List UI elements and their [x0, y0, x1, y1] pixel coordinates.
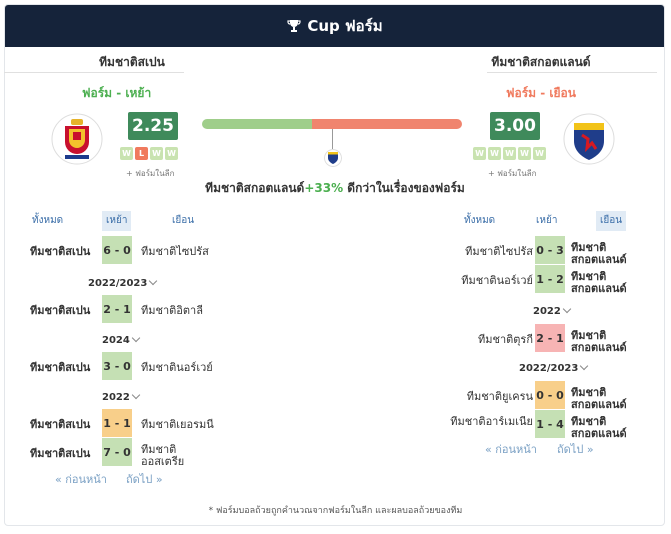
left-match-1-home: ทีมชาติสเปน — [30, 245, 91, 258]
right-match-4-score[interactable]: 0 - 0 — [535, 381, 565, 409]
right-form-label: ฟอร์ม - เยือน — [506, 86, 576, 100]
scotland-mini-crest-icon — [324, 149, 342, 167]
chevron-down-icon — [149, 276, 158, 286]
left-match-3-home: ทีมชาติสเปน — [30, 361, 91, 374]
right-form-pill-4: W — [518, 147, 531, 160]
right-form-pill-1: W — [473, 147, 486, 160]
left-divider — [4, 72, 184, 73]
comparison-percent: +33% — [304, 181, 344, 195]
card-title: Cup ฟอร์ม — [307, 17, 383, 35]
left-match-2-score[interactable]: 2 - 1 — [102, 295, 132, 323]
left-tab-away[interactable]: เยือน — [172, 215, 195, 226]
left-season-1[interactable]: 2022/2023 — [88, 276, 158, 289]
left-match-1-score[interactable]: 6 - 0 — [102, 236, 132, 264]
right-match-1-score[interactable]: 0 - 3 — [535, 236, 565, 264]
left-match-4-home: ทีมชาติสเปน — [30, 418, 91, 431]
left-form-pill-3: W — [150, 147, 163, 160]
left-match-2-away: ทีมชาติอิตาลี — [141, 304, 203, 317]
right-form-score: 3.00 — [490, 112, 540, 140]
left-tab-all[interactable]: ทั้งหมด — [32, 215, 64, 226]
right-league-form-link[interactable]: + ฟอร์มในลีก — [488, 169, 537, 178]
right-tab-away[interactable]: เยือน — [596, 211, 627, 231]
right-season-1-label: 2022 — [533, 306, 561, 317]
comparison-bar-right — [312, 119, 462, 129]
comparison-bar-left — [202, 119, 312, 129]
left-league-form-link[interactable]: + ฟอร์มในลีก — [126, 169, 175, 178]
left-match-2-home: ทีมชาติสเปน — [30, 304, 91, 317]
left-match-1-away: ทีมชาติไซปรัส — [141, 245, 209, 258]
left-pager-next[interactable]: ถัดไป » — [126, 473, 163, 486]
left-tab-home[interactable]: เหย้า — [102, 211, 132, 231]
right-season-1[interactable]: 2022 — [533, 304, 572, 317]
left-form-pill-1: W — [120, 147, 133, 160]
footnote: * ฟอร์มบอลถ้วยถูกคำนวณจากฟอร์มในลีก และผ… — [208, 506, 463, 516]
right-tab-all[interactable]: ทั้งหมด — [464, 215, 496, 226]
right-match-2-home: ทีมชาตินอร์เวย์ — [461, 274, 533, 287]
comparison-suffix: ดีกว่าในเรื่องของฟอร์ม — [343, 181, 465, 195]
right-pager-prev[interactable]: « ก่อนหน้า — [485, 443, 537, 456]
right-match-2-score[interactable]: 1 - 2 — [535, 265, 565, 293]
right-team-name: ทีมชาติสกอตแลนด์ — [491, 55, 591, 69]
right-form-pill-5: W — [533, 147, 546, 160]
right-match-1-home: ทีมชาติไซปรัส — [465, 245, 533, 258]
left-match-5-away: ทีมชาติออสเตรีย — [141, 444, 185, 468]
left-season-2-label: 2024 — [102, 335, 130, 346]
comparison-text: ทีมชาติสกอตแลนด์+33% ดีกว่าในเรื่องของฟอ… — [200, 179, 470, 197]
right-match-4-away: ทีมชาติสกอตแลนด์ — [571, 387, 627, 411]
left-form-pill-2: L — [135, 147, 148, 160]
right-season-2[interactable]: 2022/2023 — [519, 361, 589, 374]
right-pager-next[interactable]: ถัดไป » — [557, 443, 594, 456]
chevron-down-icon — [580, 361, 589, 371]
right-form-pill-2: W — [488, 147, 501, 160]
left-match-4-away: ทีมชาติเยอรมนี — [141, 418, 214, 431]
card-header: Cup ฟอร์ม — [5, 5, 664, 47]
right-match-5-away: ทีมชาติสกอตแลนด์ — [571, 416, 627, 440]
comparison-pointer — [332, 129, 333, 149]
scotland-crest-icon — [563, 113, 615, 165]
left-pager-prev[interactable]: « ก่อนหน้า — [55, 473, 107, 486]
right-match-2-away: ทีมชาติสกอตแลนด์ — [571, 271, 627, 295]
right-match-3-score[interactable]: 2 - 1 — [535, 324, 565, 352]
spain-crest-icon — [51, 113, 103, 165]
trophy-icon — [287, 20, 301, 32]
left-season-3[interactable]: 2022 — [102, 390, 141, 403]
right-match-4-home: ทีมชาติยูเครน — [466, 390, 533, 403]
right-match-5-score[interactable]: 1 - 4 — [535, 410, 565, 438]
right-season-2-label: 2022/2023 — [519, 363, 579, 374]
left-form-pill-4: W — [165, 147, 178, 160]
right-match-3-home: ทีมชาติตุรกี — [478, 333, 533, 346]
left-form-label: ฟอร์ม - เหย้า — [82, 86, 152, 100]
chevron-down-icon — [131, 333, 141, 343]
left-match-3-score[interactable]: 3 - 0 — [102, 352, 132, 380]
left-form-score: 2.25 — [128, 112, 178, 140]
right-match-1-away: ทีมชาติสกอตแลนด์ — [571, 242, 627, 266]
chevron-down-icon — [562, 304, 572, 314]
right-form-pill-3: W — [503, 147, 516, 160]
right-match-3-away: ทีมชาติสกอตแลนด์ — [571, 330, 627, 354]
left-match-5-score[interactable]: 7 - 0 — [102, 438, 132, 466]
right-divider — [487, 72, 657, 73]
left-season-1-label: 2022/2023 — [88, 278, 148, 289]
right-tab-home[interactable]: เหย้า — [536, 215, 558, 226]
left-match-5-home: ทีมชาติสเปน — [30, 447, 91, 460]
right-match-5-home: ทีมชาติอาร์เมเนีย — [450, 416, 533, 428]
chevron-down-icon — [131, 390, 141, 400]
left-match-4-score[interactable]: 1 - 1 — [102, 409, 132, 437]
left-season-3-label: 2022 — [102, 392, 130, 403]
left-team-name: ทีมชาติสเปน — [99, 55, 165, 69]
left-match-3-away: ทีมชาตินอร์เวย์ — [141, 361, 213, 374]
comparison-team: ทีมชาติสกอตแลนด์ — [205, 181, 305, 195]
left-season-2[interactable]: 2024 — [102, 333, 141, 346]
